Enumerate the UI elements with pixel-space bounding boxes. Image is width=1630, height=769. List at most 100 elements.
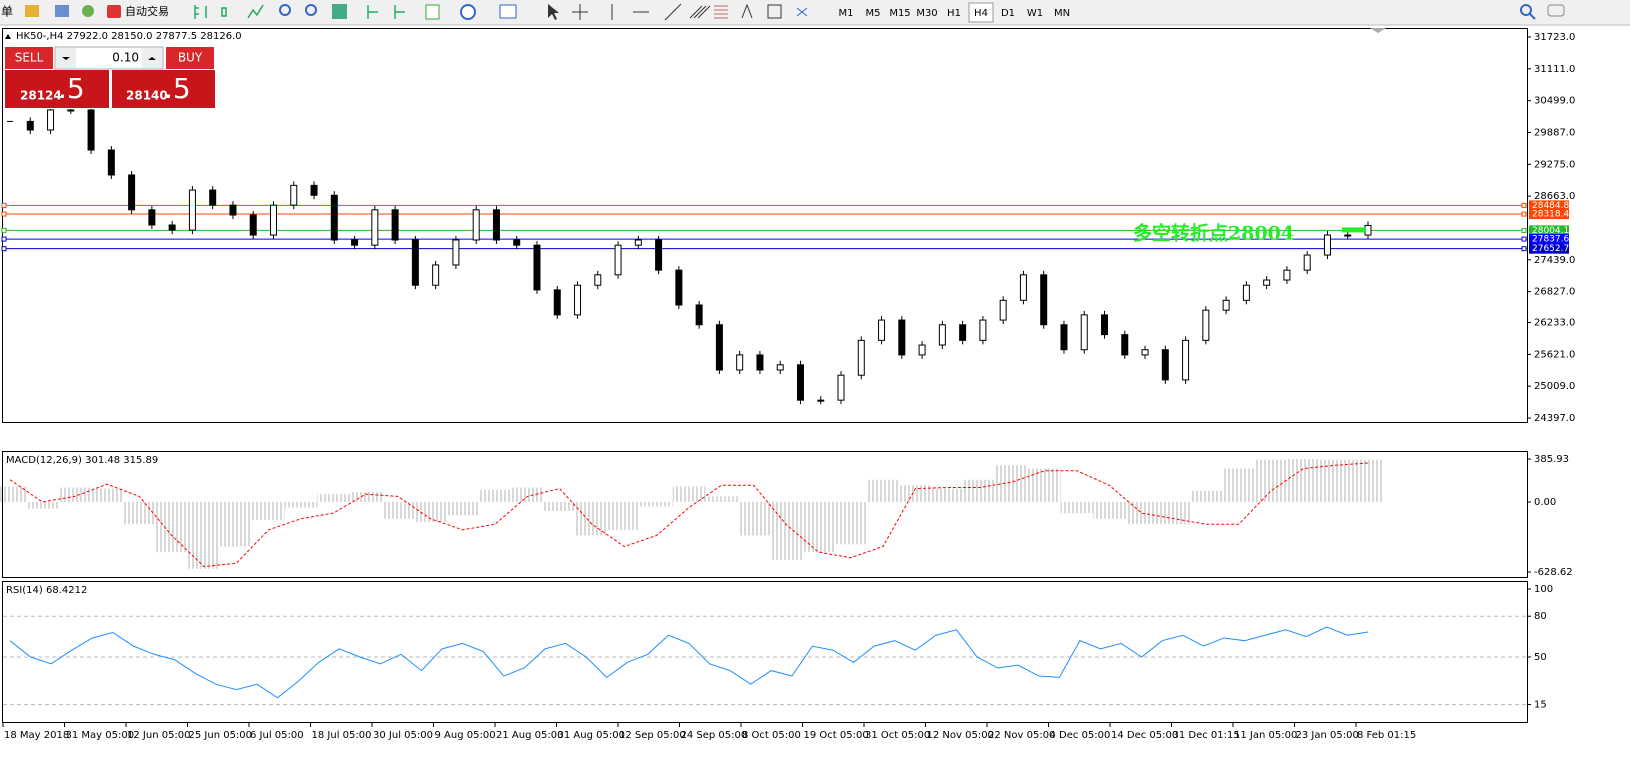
rsi-frame [2, 581, 1528, 723]
y-tick-label: 24397.0 [1534, 413, 1575, 424]
price-line-handle [1521, 227, 1527, 233]
candle-body [898, 319, 906, 356]
icon[interactable] [82, 5, 94, 17]
candle-body [26, 120, 34, 131]
candle-body [594, 274, 602, 286]
candle-body [1303, 254, 1311, 271]
timeframe[interactable]: M5 [866, 8, 881, 19]
auto-trading[interactable]: 自动交易 [125, 4, 169, 18]
timeframe[interactable]: M30 [916, 8, 937, 19]
macd-bar [575, 501, 609, 536]
timeframes[interactable]: M1M5M15M30H1H4D1W1MNH4 [0, 0, 1070, 23]
candle-body [330, 194, 338, 241]
candle-body [1182, 339, 1190, 381]
chart-tools[interactable] [194, 4, 264, 19]
x-tick-label: 24 Sep 05:00 [681, 730, 748, 741]
price-line-handle [1521, 246, 1527, 252]
candle-body [128, 174, 136, 211]
annotation: 多空转折点28004 [1133, 221, 1294, 244]
macd-bar [1028, 468, 1061, 502]
chat[interactable] [1547, 4, 1565, 17]
candle-body [1263, 279, 1271, 286]
zoom-in[interactable] [279, 4, 291, 16]
candle-body [432, 264, 440, 286]
icon[interactable] [247, 4, 264, 19]
sell-price[interactable]: 28124 [20, 89, 62, 103]
search[interactable] [1520, 4, 1532, 16]
macd-bar [58, 487, 91, 502]
candle-body [188, 189, 196, 231]
text-tool[interactable] [741, 3, 753, 19]
sell-label[interactable]: SELL [15, 51, 44, 65]
line-tools[interactable] [611, 3, 682, 21]
macd-frame [2, 451, 1528, 578]
macd-bar [866, 479, 900, 502]
icon[interactable] [194, 5, 207, 19]
candle-body [553, 289, 561, 316]
timeframe[interactable]: MN [1054, 8, 1070, 19]
timeframe[interactable]: H4 [974, 8, 988, 19]
timeframe[interactable]: D1 [1001, 8, 1015, 19]
price-label: 27652.7 [1532, 244, 1569, 254]
candle-body [857, 339, 865, 376]
macd-bar [414, 501, 447, 523]
price-label: 28484.8 [1532, 201, 1569, 211]
icon[interactable] [221, 7, 227, 17]
cursor[interactable] [548, 4, 559, 20]
price-label-bg [1529, 243, 1569, 254]
macd-bar [0, 486, 27, 502]
buy-label[interactable]: BUY [178, 51, 203, 65]
macd-bar [1125, 501, 1158, 525]
x-tick-label: 14 Dec 05:00 [1111, 730, 1178, 741]
menu-label[interactable]: 单 [1, 5, 13, 19]
buy-price[interactable]: 28140 [126, 89, 168, 103]
timeframe[interactable]: H1 [947, 8, 961, 19]
candle-body [351, 239, 359, 246]
candle-body [999, 299, 1007, 321]
macd-bar [899, 485, 932, 502]
y-tick-label: 29887.0 [1534, 127, 1575, 138]
icon[interactable] [55, 5, 69, 17]
x-tick-label: 31 May 05:00 [66, 730, 135, 741]
x-tick-label: 25 Jun 05:00 [189, 730, 253, 741]
price-label-bg [1529, 234, 1569, 245]
label-tool[interactable] [767, 4, 782, 19]
auto-trading-icon[interactable] [107, 5, 121, 18]
macd-title: MACD(12,26,9) 301.48 315.89 [6, 455, 158, 466]
price-label-bg [1529, 200, 1569, 211]
lot-input[interactable] [54, 46, 164, 70]
macd-bar [381, 501, 415, 519]
channel[interactable] [689, 5, 711, 19]
y-tick-label: -628.62 [1534, 567, 1573, 578]
icon[interactable] [367, 5, 405, 19]
periods[interactable] [460, 4, 476, 20]
x-tick-label: 19 Oct 05:00 [804, 730, 869, 741]
timeframe[interactable]: M15 [889, 8, 910, 19]
macd-bar [123, 501, 156, 525]
tile[interactable] [332, 4, 347, 19]
icon[interactable] [25, 5, 39, 17]
arrows[interactable] [796, 7, 808, 17]
buy-button[interactable] [166, 47, 214, 69]
sell-price-box[interactable] [5, 70, 109, 108]
price-line-handle [1521, 202, 1527, 208]
candle-body [47, 109, 55, 131]
sell-pips[interactable]: .5 [58, 72, 85, 105]
sell-button[interactable] [5, 47, 53, 69]
candle-body [1121, 334, 1129, 356]
zoom-out[interactable] [305, 4, 317, 16]
fibo[interactable] [714, 5, 728, 19]
crosshair[interactable] [572, 4, 588, 20]
macd-bar [26, 501, 59, 509]
lot-value[interactable]: 0.10 [112, 51, 139, 65]
candle-body [229, 204, 237, 216]
candle-body [1323, 234, 1331, 256]
templates[interactable] [499, 4, 517, 19]
macd-bar [543, 501, 576, 511]
timeframe[interactable]: W1 [1027, 8, 1043, 19]
buy-price-box[interactable] [112, 70, 215, 108]
timeframe[interactable]: M1 [839, 8, 854, 19]
search[interactable] [1529, 13, 1536, 20]
buy-pips[interactable]: .5 [164, 72, 191, 105]
indicators[interactable] [425, 4, 440, 20]
